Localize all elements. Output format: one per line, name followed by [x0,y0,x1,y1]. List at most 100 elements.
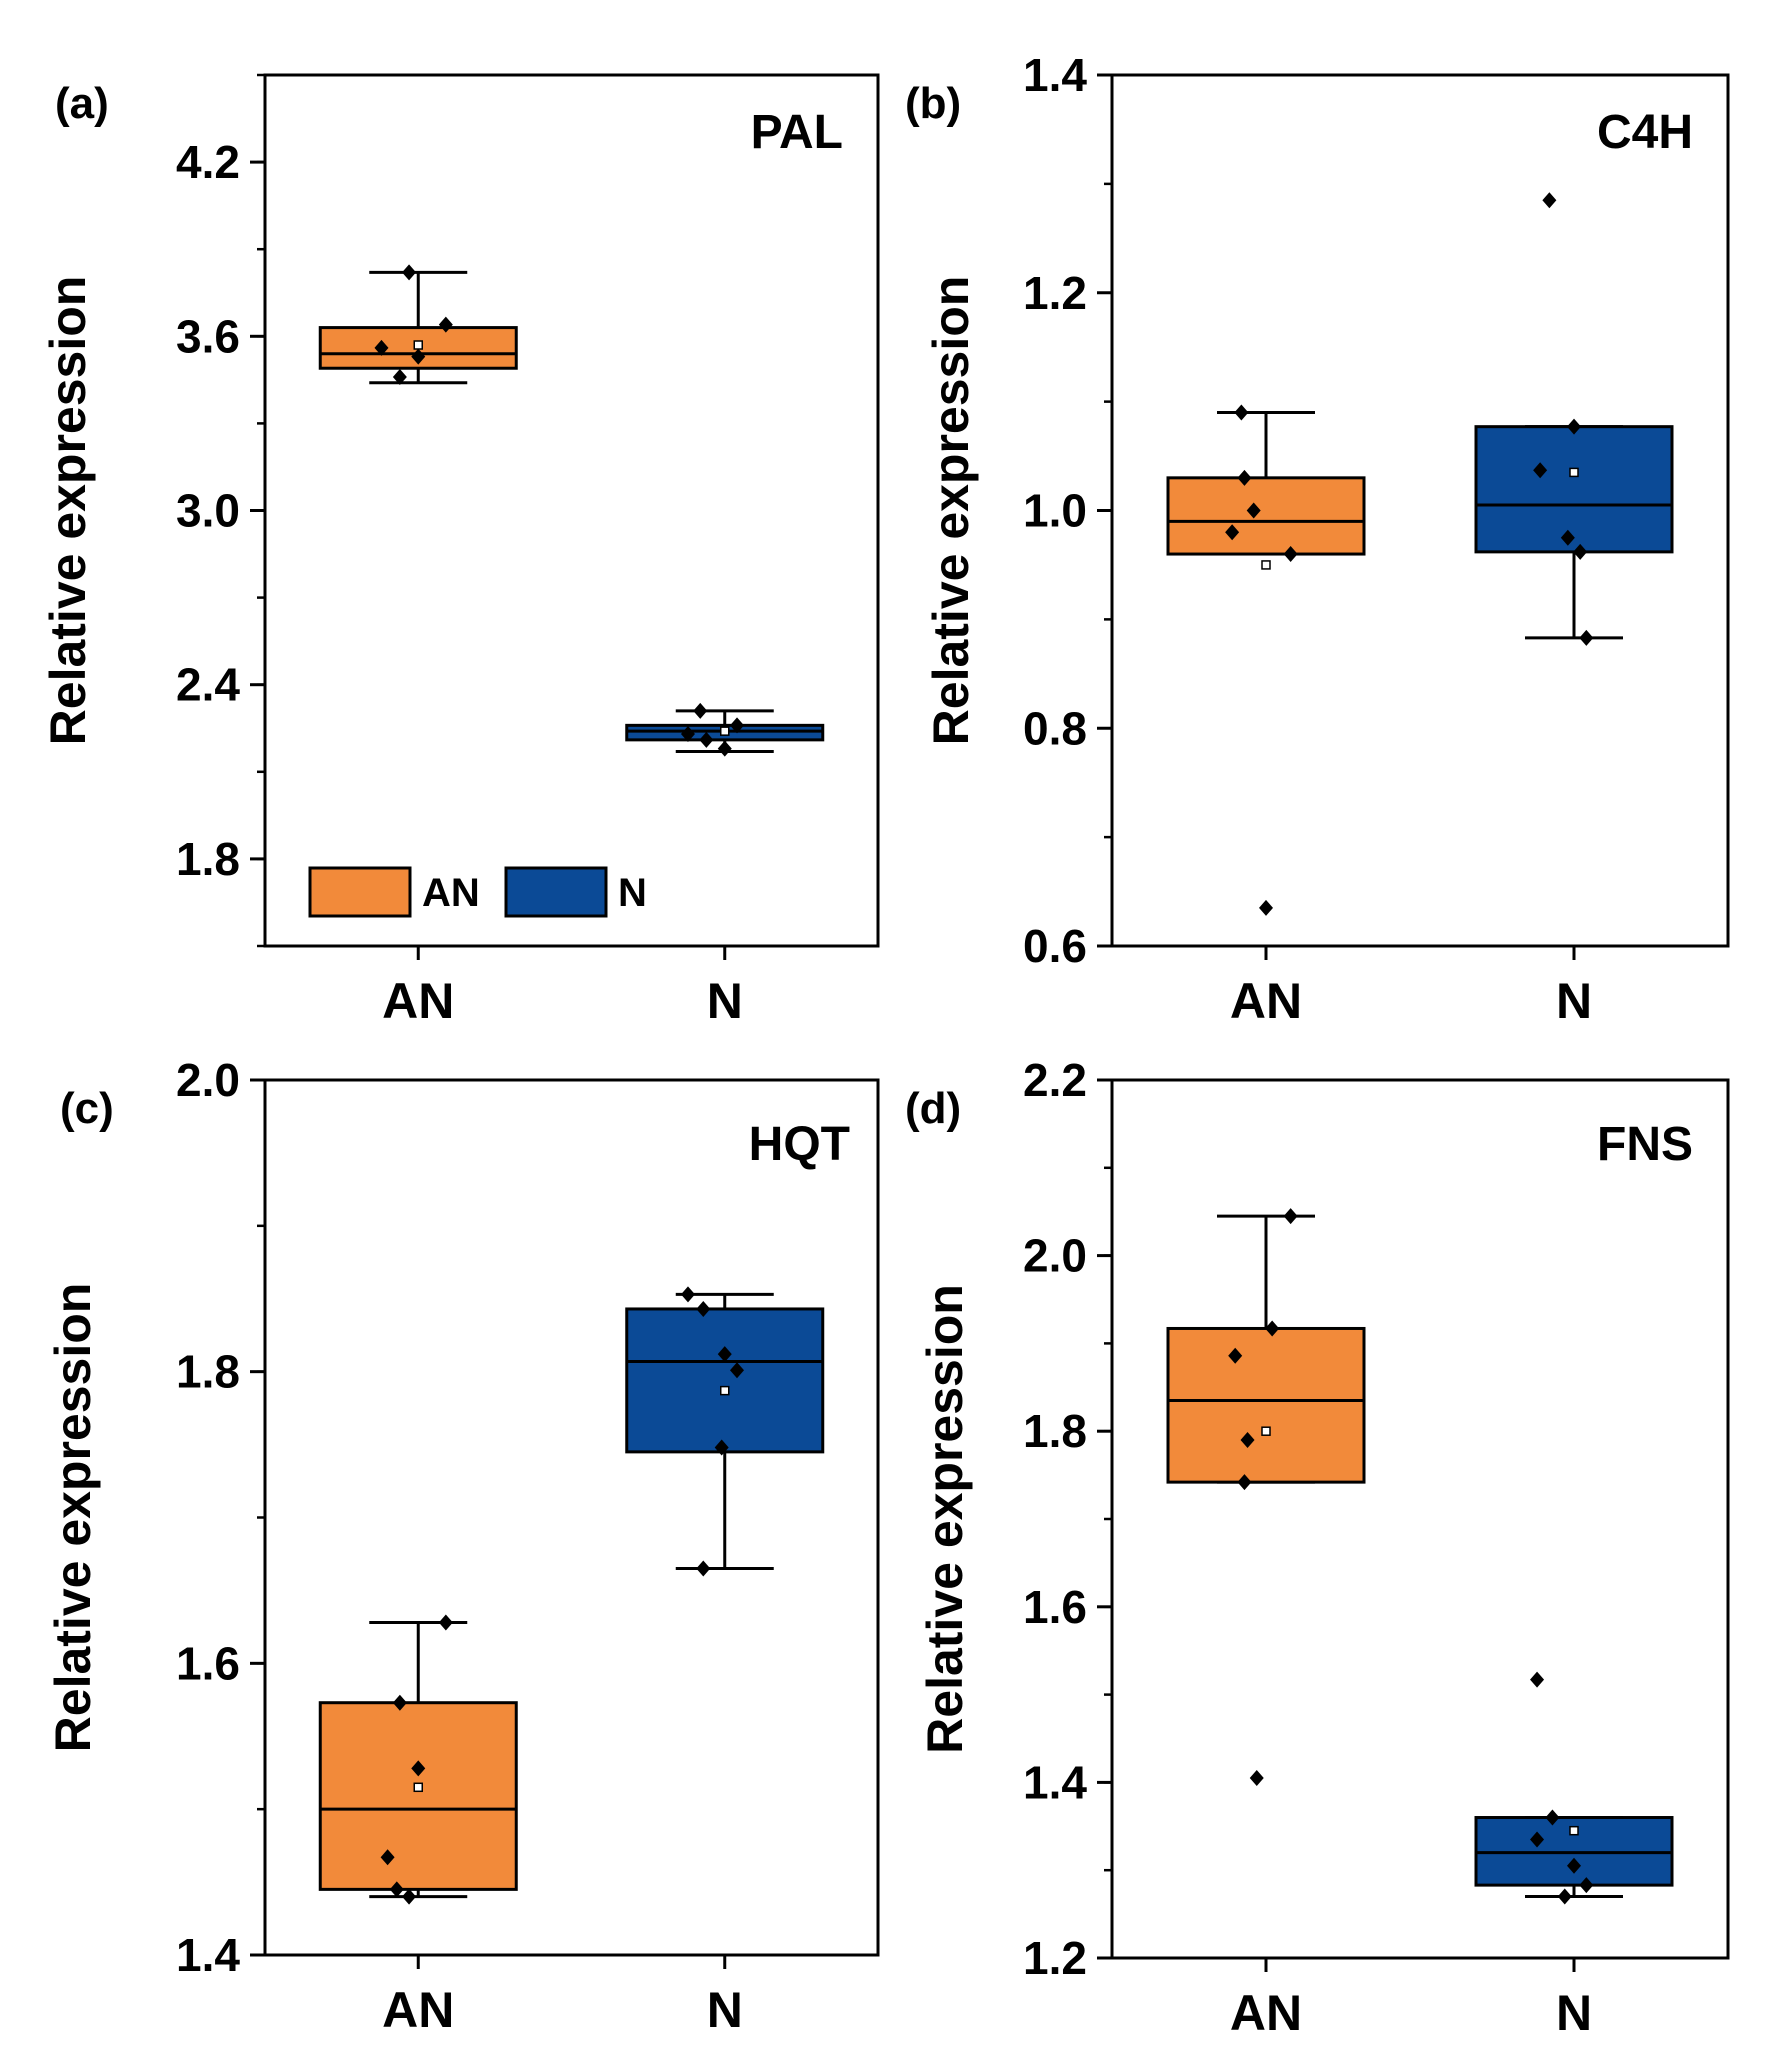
y-axis-label: Relative expression [45,1283,101,1753]
y-tick-label: 1.4 [176,1929,240,1981]
legend-label-n: N [618,871,647,915]
box-group-n [625,702,825,757]
data-point [411,1760,426,1777]
data-point [389,1881,404,1898]
box-iqr [625,1307,825,1454]
legend-swatch-an [308,866,412,918]
data-point [1579,629,1594,646]
data-point [374,339,389,356]
box-iqr [1166,476,1366,556]
box-group-an [318,1614,518,1905]
box-group-an [318,264,518,385]
data-point [696,1560,711,1577]
data-point [1530,1671,1545,1688]
y-tick-label: 4.2 [176,136,240,188]
mean-marker [1569,467,1579,478]
y-tick-label: 3.6 [176,310,240,362]
data-point [1283,1208,1298,1225]
y-tick-label: 1.4 [1023,1756,1087,1808]
data-point [1283,546,1298,563]
panel-label: (a) [55,79,109,128]
data-point [1234,404,1249,421]
data-point [1259,899,1273,916]
box-iqr [1474,425,1674,554]
gene-label: HQT [749,1118,850,1171]
data-point [1228,1347,1243,1364]
data-point [1265,1320,1280,1337]
panel-label: (b) [905,79,961,128]
y-tick-label: 1.4 [1023,49,1087,101]
data-point [699,731,714,748]
y-tick-label: 1.8 [176,833,240,885]
y-axis-label: Relative expression [917,1284,973,1754]
data-point [438,1614,453,1631]
data-point [1530,1831,1545,1848]
x-tick-label: N [707,1982,743,2038]
box-group-an [1166,404,1366,916]
data-point [392,1694,407,1711]
panel-hqt: 1.4 1.6 1.8 2.0 AN N Relative expression (c) HQT [45,1054,880,2038]
data-point [1557,1888,1572,1905]
data-point [1237,1474,1252,1491]
legend-label-an: AN [422,871,480,915]
data-point [1246,502,1261,519]
x-tick-label: AN [382,1982,454,2038]
y-tick-label: 1.2 [1023,1932,1087,1984]
data-point [693,702,708,719]
data-point [1249,1770,1264,1787]
data-point [402,1888,417,1905]
data-point [1545,1809,1560,1826]
panel-label: (d) [905,1084,961,1133]
mean-marker [720,726,730,736]
panel-c4h: 0.6 0.8 1.0 1.2 1.4 AN N Relative expression (b)… [905,49,1730,1029]
panel-fns: 1.2 1.4 1.6 1.8 2.0 2.2 AN N Relative expression… [905,1054,1730,2041]
mean-marker [720,1385,730,1396]
data-point [1567,418,1581,435]
y-tick-label: 3.0 [176,485,240,537]
box-group-an [1166,1208,1366,1787]
data-point [717,740,732,757]
data-point [680,726,695,743]
panel-label: (c) [60,1084,114,1133]
y-tick-label: 2.4 [176,659,240,711]
data-point [714,1439,729,1456]
legend: AN N [308,866,647,918]
mean-marker [413,1782,423,1793]
data-point [402,264,417,281]
legend-swatch-n [504,866,608,918]
x-tick-label: AN [1230,973,1302,1029]
data-point [730,1362,745,1379]
x-tick-label: AN [382,973,454,1029]
gene-label: FNS [1597,1118,1693,1171]
mean-marker [1569,1825,1579,1836]
data-point [392,368,407,385]
data-point [1533,462,1548,479]
data-point [1225,524,1240,541]
y-axis-label: Relative expression [40,276,96,746]
data-point [1567,1857,1581,1874]
mean-marker [413,340,423,350]
y-tick-label: 0.8 [1023,702,1087,754]
data-point [696,1300,711,1317]
data-point [1573,543,1588,560]
y-tick-label: 2.2 [1023,1054,1087,1106]
y-tick-label: 1.2 [1023,267,1087,319]
box-iqr [1166,1326,1366,1484]
mean-marker [1261,1426,1271,1436]
y-tick-label: 1.8 [176,1346,240,1398]
data-point [680,1286,695,1303]
data-point [411,348,426,365]
data-point [730,717,745,734]
y-tick-label: 0.6 [1023,920,1087,972]
data-point [380,1849,395,1866]
data-point [717,1346,732,1363]
data-point [1542,192,1557,209]
y-tick-label: 2.0 [176,1054,240,1106]
y-tick-label: 1.0 [1023,485,1087,537]
data-point [438,316,453,333]
data-point [1579,1877,1594,1894]
x-tick-label: N [707,973,743,1029]
mean-marker [1261,560,1271,570]
box-group-n [1474,192,1674,646]
